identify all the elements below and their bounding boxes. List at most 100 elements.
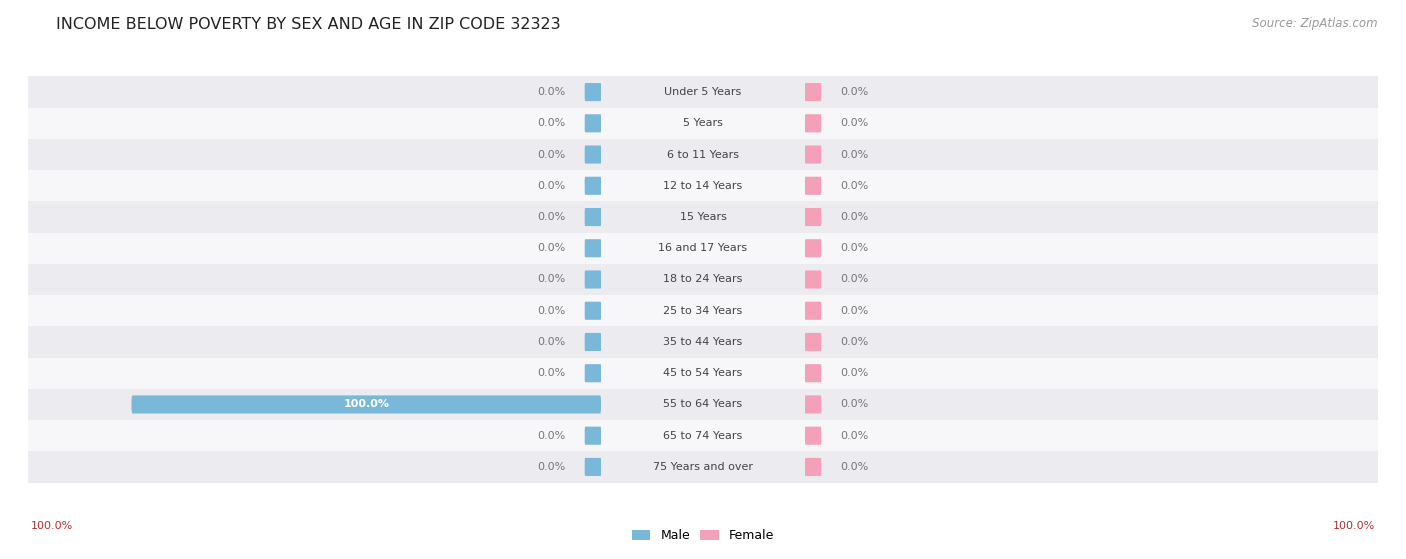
Text: 0.0%: 0.0% bbox=[537, 150, 565, 159]
Text: 0.0%: 0.0% bbox=[841, 212, 869, 222]
Text: 0.0%: 0.0% bbox=[537, 306, 565, 316]
FancyBboxPatch shape bbox=[602, 451, 804, 482]
Text: 100.0%: 100.0% bbox=[1333, 521, 1375, 531]
FancyBboxPatch shape bbox=[28, 326, 602, 358]
Text: 75 Years and over: 75 Years and over bbox=[652, 462, 754, 472]
FancyBboxPatch shape bbox=[28, 358, 602, 389]
Text: 12 to 14 Years: 12 to 14 Years bbox=[664, 181, 742, 191]
Text: 35 to 44 Years: 35 to 44 Years bbox=[664, 337, 742, 347]
FancyBboxPatch shape bbox=[804, 302, 821, 320]
FancyBboxPatch shape bbox=[804, 114, 821, 132]
FancyBboxPatch shape bbox=[28, 139, 602, 170]
Text: 0.0%: 0.0% bbox=[537, 368, 565, 378]
Text: 18 to 24 Years: 18 to 24 Years bbox=[664, 274, 742, 285]
FancyBboxPatch shape bbox=[804, 420, 1378, 451]
FancyBboxPatch shape bbox=[585, 427, 602, 445]
FancyBboxPatch shape bbox=[804, 239, 821, 257]
Text: 65 to 74 Years: 65 to 74 Years bbox=[664, 430, 742, 440]
Text: Source: ZipAtlas.com: Source: ZipAtlas.com bbox=[1253, 17, 1378, 30]
FancyBboxPatch shape bbox=[804, 389, 1378, 420]
Text: 100.0%: 100.0% bbox=[31, 521, 73, 531]
FancyBboxPatch shape bbox=[804, 170, 1378, 201]
FancyBboxPatch shape bbox=[602, 233, 804, 264]
FancyBboxPatch shape bbox=[602, 326, 804, 358]
FancyBboxPatch shape bbox=[602, 139, 804, 170]
FancyBboxPatch shape bbox=[804, 358, 1378, 389]
Text: 0.0%: 0.0% bbox=[841, 243, 869, 253]
Text: Under 5 Years: Under 5 Years bbox=[665, 87, 741, 97]
FancyBboxPatch shape bbox=[804, 264, 1378, 295]
Text: 0.0%: 0.0% bbox=[841, 181, 869, 191]
FancyBboxPatch shape bbox=[585, 114, 602, 132]
FancyBboxPatch shape bbox=[585, 239, 602, 257]
Text: 0.0%: 0.0% bbox=[537, 119, 565, 129]
Text: 5 Years: 5 Years bbox=[683, 119, 723, 129]
FancyBboxPatch shape bbox=[585, 208, 602, 226]
Text: 0.0%: 0.0% bbox=[537, 274, 565, 285]
FancyBboxPatch shape bbox=[804, 395, 821, 414]
FancyBboxPatch shape bbox=[602, 420, 804, 451]
FancyBboxPatch shape bbox=[804, 108, 1378, 139]
Text: 100.0%: 100.0% bbox=[343, 400, 389, 409]
FancyBboxPatch shape bbox=[585, 271, 602, 288]
Text: 0.0%: 0.0% bbox=[537, 337, 565, 347]
FancyBboxPatch shape bbox=[585, 145, 602, 164]
Text: 0.0%: 0.0% bbox=[537, 212, 565, 222]
FancyBboxPatch shape bbox=[585, 364, 602, 382]
FancyBboxPatch shape bbox=[602, 358, 804, 389]
FancyBboxPatch shape bbox=[28, 108, 602, 139]
FancyBboxPatch shape bbox=[602, 389, 804, 420]
FancyBboxPatch shape bbox=[28, 295, 602, 326]
FancyBboxPatch shape bbox=[804, 295, 1378, 326]
FancyBboxPatch shape bbox=[804, 139, 1378, 170]
FancyBboxPatch shape bbox=[585, 302, 602, 320]
FancyBboxPatch shape bbox=[602, 264, 804, 295]
Text: 0.0%: 0.0% bbox=[841, 368, 869, 378]
FancyBboxPatch shape bbox=[804, 427, 821, 445]
FancyBboxPatch shape bbox=[28, 389, 602, 420]
Text: 15 Years: 15 Years bbox=[679, 212, 727, 222]
FancyBboxPatch shape bbox=[602, 295, 804, 326]
FancyBboxPatch shape bbox=[28, 170, 602, 201]
FancyBboxPatch shape bbox=[28, 77, 602, 108]
Text: 0.0%: 0.0% bbox=[841, 274, 869, 285]
Text: 0.0%: 0.0% bbox=[841, 430, 869, 440]
Text: 25 to 34 Years: 25 to 34 Years bbox=[664, 306, 742, 316]
FancyBboxPatch shape bbox=[585, 458, 602, 476]
FancyBboxPatch shape bbox=[804, 208, 821, 226]
FancyBboxPatch shape bbox=[804, 201, 1378, 233]
Text: 0.0%: 0.0% bbox=[537, 462, 565, 472]
FancyBboxPatch shape bbox=[28, 420, 602, 451]
FancyBboxPatch shape bbox=[804, 458, 821, 476]
FancyBboxPatch shape bbox=[585, 83, 602, 101]
FancyBboxPatch shape bbox=[28, 233, 602, 264]
FancyBboxPatch shape bbox=[602, 77, 804, 108]
FancyBboxPatch shape bbox=[28, 201, 602, 233]
FancyBboxPatch shape bbox=[804, 77, 1378, 108]
FancyBboxPatch shape bbox=[131, 395, 602, 414]
FancyBboxPatch shape bbox=[804, 364, 821, 382]
FancyBboxPatch shape bbox=[804, 83, 821, 101]
Text: 0.0%: 0.0% bbox=[841, 87, 869, 97]
Text: 0.0%: 0.0% bbox=[537, 430, 565, 440]
FancyBboxPatch shape bbox=[804, 333, 821, 351]
FancyBboxPatch shape bbox=[585, 333, 602, 351]
Text: 6 to 11 Years: 6 to 11 Years bbox=[666, 150, 740, 159]
FancyBboxPatch shape bbox=[602, 201, 804, 233]
Text: 0.0%: 0.0% bbox=[841, 119, 869, 129]
FancyBboxPatch shape bbox=[602, 108, 804, 139]
Text: 55 to 64 Years: 55 to 64 Years bbox=[664, 400, 742, 409]
Text: 45 to 54 Years: 45 to 54 Years bbox=[664, 368, 742, 378]
Text: 0.0%: 0.0% bbox=[841, 306, 869, 316]
FancyBboxPatch shape bbox=[28, 264, 602, 295]
Text: 0.0%: 0.0% bbox=[841, 150, 869, 159]
Legend: Male, Female: Male, Female bbox=[627, 524, 779, 547]
FancyBboxPatch shape bbox=[585, 177, 602, 195]
Text: 16 and 17 Years: 16 and 17 Years bbox=[658, 243, 748, 253]
FancyBboxPatch shape bbox=[804, 145, 821, 164]
Text: 0.0%: 0.0% bbox=[841, 337, 869, 347]
Text: 0.0%: 0.0% bbox=[841, 400, 869, 409]
Text: 0.0%: 0.0% bbox=[537, 181, 565, 191]
FancyBboxPatch shape bbox=[804, 451, 1378, 482]
FancyBboxPatch shape bbox=[804, 177, 821, 195]
